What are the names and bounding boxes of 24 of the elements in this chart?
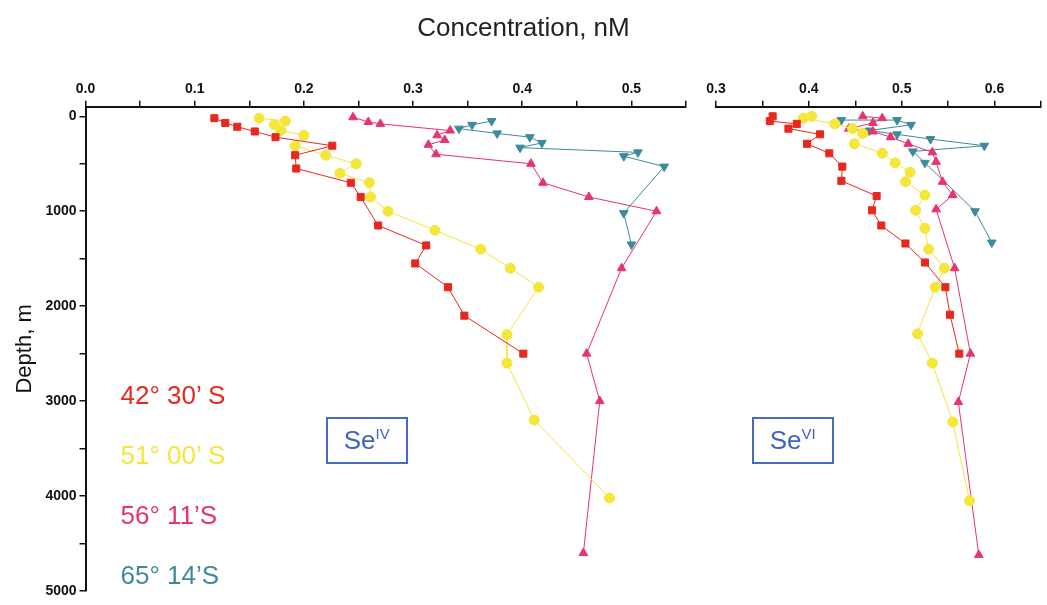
y-tick-label: 5000 [45,581,77,598]
x-tick-label: 0.3 [403,80,424,97]
x-tick-label: 0.5 [621,80,642,97]
y-axis-title: Depth, m [11,304,37,394]
x-tick-label: 0.0 [75,80,96,97]
annotation: Se$^{IV}$ [325,416,408,464]
text: 51° 00’ S [120,440,226,471]
annotation: Se$^{VI}$ [751,416,834,464]
text: 42° 30’ S [120,380,226,411]
x-tick-label: 0.2 [294,80,314,97]
y-tick-label: 1000 [45,202,77,219]
x-tick-label: 0.4 [512,80,533,97]
x-tick-label: 0.1 [184,80,205,97]
x-tick-label: 0.4 [799,80,819,97]
y-tick-label: 2000 [45,297,77,314]
y-tick-label: 0 [68,107,77,124]
text: 56° 11’S [120,500,218,531]
x-tick-label: 0.5 [891,80,912,97]
chart-title: Concentration, nM [416,12,631,43]
x-tick-label: 0.3 [706,80,726,97]
x-tick-label: 0.6 [984,80,1005,97]
y-tick-label: 3000 [45,391,77,408]
text: 65° 14’S [120,560,220,591]
y-tick-label: 4000 [45,486,77,503]
